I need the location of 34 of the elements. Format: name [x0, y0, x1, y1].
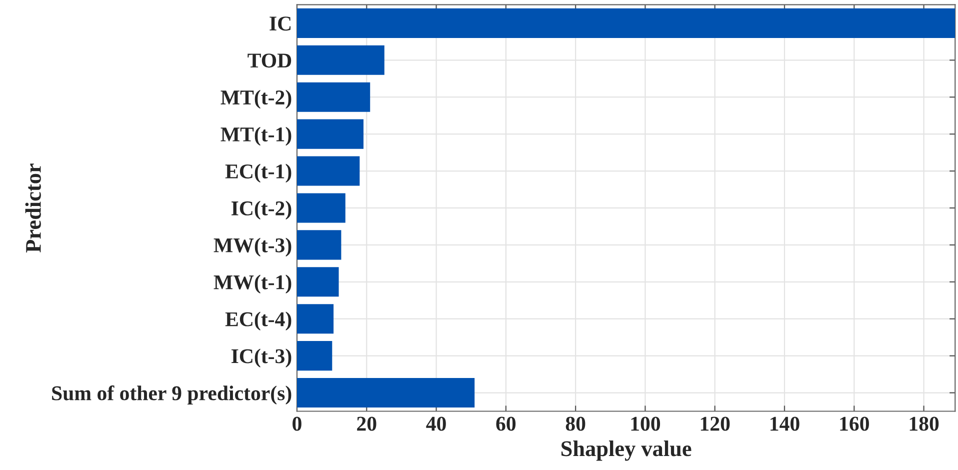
y-tick-label: MT(t-2) [220, 90, 292, 109]
bar [296, 8, 956, 38]
x-tick-label: 160 [840, 416, 869, 431]
y-tick-label: MW(t-3) [214, 238, 292, 257]
x-tick-label: 140 [770, 416, 800, 431]
bar [296, 45, 384, 75]
x-tick-label: 60 [496, 416, 516, 431]
x-tick-label: 120 [700, 416, 730, 431]
x-tick-label: 0 [292, 416, 302, 431]
y-tick-label: IC(t-3) [232, 348, 292, 368]
y-tick-label: IC [270, 16, 291, 31]
y-tick-label: IC(t-2) [232, 200, 292, 220]
bar [296, 267, 339, 297]
y-tick-label: EC(t-1) [225, 164, 292, 183]
x-tick-label: 100 [631, 416, 660, 431]
y-tick-label: EC(t-4) [225, 312, 292, 331]
y-tick-label: MW(t-1) [214, 274, 292, 294]
bar [296, 378, 475, 408]
bar [296, 119, 364, 149]
bar [296, 82, 370, 112]
x-tick-label: 80 [566, 416, 586, 431]
bar [296, 193, 346, 223]
y-axis-title: Predictor [25, 164, 41, 252]
bar [296, 156, 360, 186]
bar [296, 341, 332, 371]
bar [296, 230, 342, 260]
x-axis-title: Shapley value [561, 440, 692, 461]
y-tick-label: Sum of other 9 predictor(s) [52, 385, 292, 405]
x-tick-label: 20 [357, 416, 376, 431]
y-tick-label: TOD [248, 54, 292, 68]
x-tick-label: 40 [426, 416, 446, 431]
bar [296, 304, 334, 334]
y-tick-label: MT(t-1) [220, 126, 292, 146]
x-tick-label: 180 [910, 416, 939, 431]
